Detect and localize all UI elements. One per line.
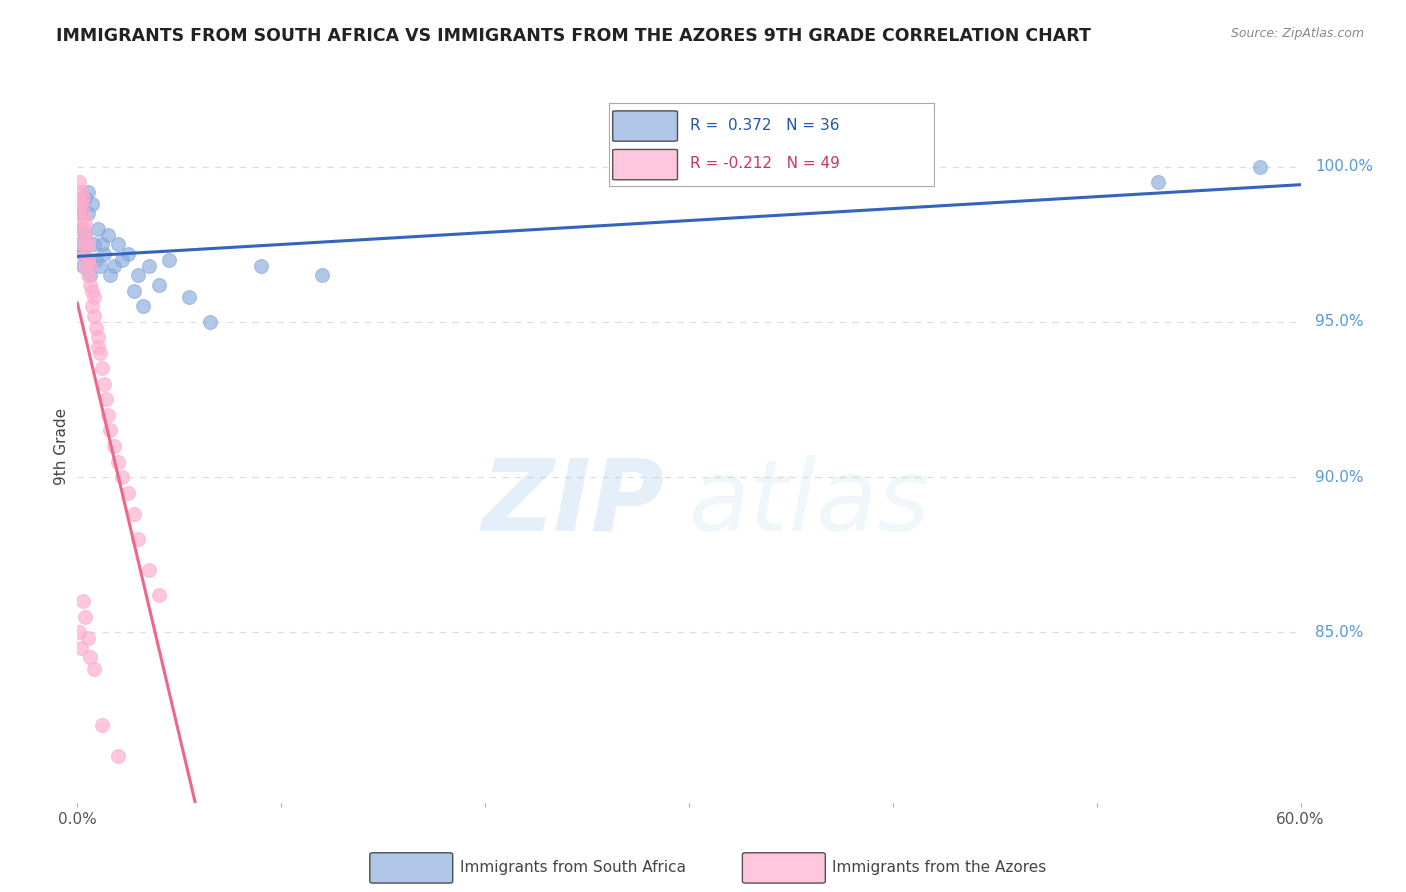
Point	[89, 346, 111, 360]
Point	[79, 268, 101, 283]
Point	[87, 340, 110, 354]
Point	[75, 227, 97, 242]
Point	[76, 632, 98, 646]
Point	[93, 376, 115, 391]
Text: Immigrants from South Africa: Immigrants from South Africa	[460, 861, 686, 875]
Point	[311, 268, 333, 283]
Point	[117, 485, 139, 500]
Point	[179, 290, 201, 304]
Point	[87, 330, 110, 344]
Point	[83, 662, 105, 676]
Point	[79, 277, 101, 292]
Point	[75, 259, 97, 273]
Point	[117, 246, 139, 260]
Point	[98, 424, 121, 438]
Point	[80, 299, 103, 313]
Point	[83, 290, 105, 304]
Point	[93, 246, 115, 260]
Point	[67, 237, 90, 252]
Point	[148, 277, 170, 292]
Point	[107, 749, 129, 764]
Point	[107, 454, 129, 468]
Point	[87, 222, 110, 236]
Point	[67, 175, 90, 189]
Point	[72, 222, 94, 236]
Point	[90, 237, 112, 252]
Point	[124, 284, 146, 298]
Point	[198, 315, 221, 329]
Point	[75, 227, 97, 242]
Point	[83, 237, 105, 252]
Point	[75, 609, 97, 624]
Point	[1147, 175, 1170, 189]
Point	[72, 237, 94, 252]
Text: 85.0%: 85.0%	[1315, 624, 1364, 640]
Y-axis label: 9th Grade: 9th Grade	[53, 408, 69, 484]
Point	[89, 259, 111, 273]
Point	[76, 252, 98, 267]
Text: 90.0%: 90.0%	[1315, 469, 1364, 484]
Text: 100.0%: 100.0%	[1315, 160, 1374, 174]
Point	[70, 640, 93, 655]
Point	[90, 718, 112, 732]
Point	[75, 246, 97, 260]
Point	[127, 532, 149, 546]
Point	[67, 625, 90, 640]
Point	[111, 470, 134, 484]
Text: Immigrants from the Azores: Immigrants from the Azores	[832, 861, 1046, 875]
Point	[76, 237, 98, 252]
Point	[80, 284, 103, 298]
Point	[79, 650, 101, 665]
Point	[72, 259, 94, 273]
Point	[70, 212, 93, 227]
Text: atlas: atlas	[689, 455, 931, 551]
Point	[70, 206, 93, 220]
Text: ZIP: ZIP	[481, 455, 665, 551]
Point	[90, 361, 112, 376]
Point	[127, 268, 149, 283]
Point	[80, 197, 103, 211]
Point	[103, 259, 125, 273]
Point	[84, 252, 107, 267]
Point	[75, 216, 97, 230]
Point	[98, 268, 121, 283]
Point	[70, 185, 93, 199]
Point	[1249, 160, 1271, 174]
Point	[79, 252, 101, 267]
Point	[97, 408, 120, 422]
Point	[72, 191, 94, 205]
Point	[76, 185, 98, 199]
Point	[103, 439, 125, 453]
Point	[70, 222, 93, 236]
Point	[131, 299, 153, 313]
Point	[157, 252, 180, 267]
Text: IMMIGRANTS FROM SOUTH AFRICA VS IMMIGRANTS FROM THE AZORES 9TH GRADE CORRELATION: IMMIGRANTS FROM SOUTH AFRICA VS IMMIGRAN…	[56, 27, 1091, 45]
Point	[72, 594, 94, 608]
Text: Source: ZipAtlas.com: Source: ZipAtlas.com	[1230, 27, 1364, 40]
Point	[67, 206, 90, 220]
Point	[97, 227, 120, 242]
Point	[76, 206, 98, 220]
Point	[107, 237, 129, 252]
Point	[70, 197, 93, 211]
Point	[138, 563, 160, 577]
Point	[138, 259, 160, 273]
Point	[124, 508, 146, 522]
Point	[111, 252, 134, 267]
Point	[67, 191, 90, 205]
Point	[76, 268, 98, 283]
Point	[72, 246, 94, 260]
Text: 95.0%: 95.0%	[1315, 314, 1364, 329]
Point	[84, 321, 107, 335]
Point	[72, 206, 94, 220]
Point	[75, 191, 97, 205]
Point	[148, 588, 170, 602]
Point	[250, 259, 273, 273]
Point	[79, 259, 101, 273]
Point	[83, 309, 105, 323]
Point	[94, 392, 117, 407]
